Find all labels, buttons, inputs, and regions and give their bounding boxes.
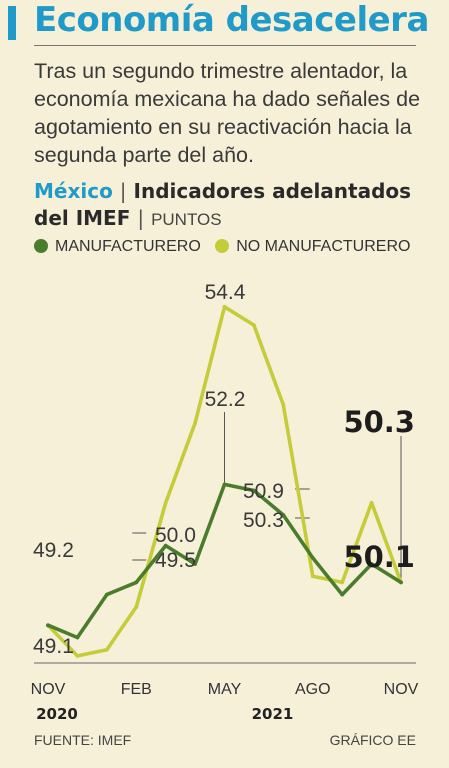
headline-rule [34, 45, 416, 46]
subtitle: Tras un segundo trimestre alentador, la … [34, 59, 421, 167]
headline-accent-bar [8, 6, 16, 40]
x-tick-label: NOV [31, 681, 66, 698]
data-point-non-manufacturing [193, 421, 197, 426]
chart-legend: MANUFACTURERO NO MANUFACTURERO [34, 238, 420, 256]
source-note: FUENTE: IMEF [34, 732, 132, 748]
chart-unit: PUNTOS [151, 210, 222, 229]
chart-title-text: Indicadores adelantados del IMEF [34, 179, 412, 230]
data-point-non-manufacturing [369, 500, 374, 505]
legend-item-non-manufacturing: NO MANUFACTURERO [215, 238, 410, 255]
year-label: 2020 [36, 705, 78, 723]
x-tick-label: NOV [384, 681, 419, 698]
chart-title: México | Indicadores adelantados del IME… [34, 178, 434, 233]
data-label: 50.1 [343, 540, 415, 574]
data-point-manufacturing [222, 482, 227, 487]
x-tick-label: MAY [208, 681, 242, 698]
data-point-non-manufacturing [340, 580, 345, 585]
data-label: 49.1 [33, 635, 74, 658]
data-label: 50.0 [155, 524, 196, 547]
headline: Economía desacelera [34, 0, 429, 40]
data-label: 50.9 [243, 480, 284, 503]
year-label: 2021 [252, 705, 294, 723]
legend-dot-non-manufacturing [215, 239, 230, 253]
data-point-manufacturing [75, 635, 80, 640]
data-point-non-manufacturing [222, 304, 227, 309]
data-point-manufacturing [46, 623, 50, 628]
data-point-non-manufacturing [252, 323, 256, 328]
chart-country: México [34, 179, 113, 203]
data-point-manufacturing [163, 543, 168, 548]
data-label: 50.3 [343, 405, 415, 439]
data-label: 52.2 [205, 388, 246, 411]
data-label: 49.5 [155, 549, 196, 572]
data-point-non-manufacturing [310, 574, 315, 579]
data-point-manufacturing [252, 488, 256, 493]
data-label: 50.3 [243, 509, 284, 532]
data-point-non-manufacturing [104, 647, 109, 652]
data-point-manufacturing [281, 513, 286, 517]
data-point-manufacturing [399, 580, 403, 585]
data-point-non-manufacturing [163, 500, 168, 505]
legend-label-manufacturing: MANUFACTURERO [55, 238, 201, 255]
data-point-manufacturing [193, 562, 197, 566]
data-point-non-manufacturing [281, 402, 286, 407]
credit-note: GRÁFICO EE [329, 732, 416, 748]
data-point-manufacturing [104, 592, 109, 597]
data-label: 49.2 [33, 539, 74, 562]
legend-item-manufacturing: MANUFACTURERO [34, 238, 201, 255]
data-point-manufacturing [134, 580, 139, 585]
data-point-manufacturing [369, 562, 374, 566]
footer: FUENTE: IMEF GRÁFICO EE [34, 732, 416, 748]
x-tick-label: AGO [295, 681, 331, 698]
data-point-manufacturing [310, 555, 315, 560]
legend-label-non-manufacturing: NO MANUFACTURERO [236, 238, 411, 255]
data-point-manufacturing [340, 592, 345, 597]
data-label: 54.4 [205, 281, 246, 304]
chart-unit-separator: | [137, 206, 145, 230]
data-point-non-manufacturing [75, 653, 80, 658]
x-tick-label: FEB [121, 681, 152, 698]
legend-dot-manufacturing [34, 239, 48, 253]
data-point-non-manufacturing [134, 604, 139, 609]
chart-title-separator: | [119, 179, 127, 203]
